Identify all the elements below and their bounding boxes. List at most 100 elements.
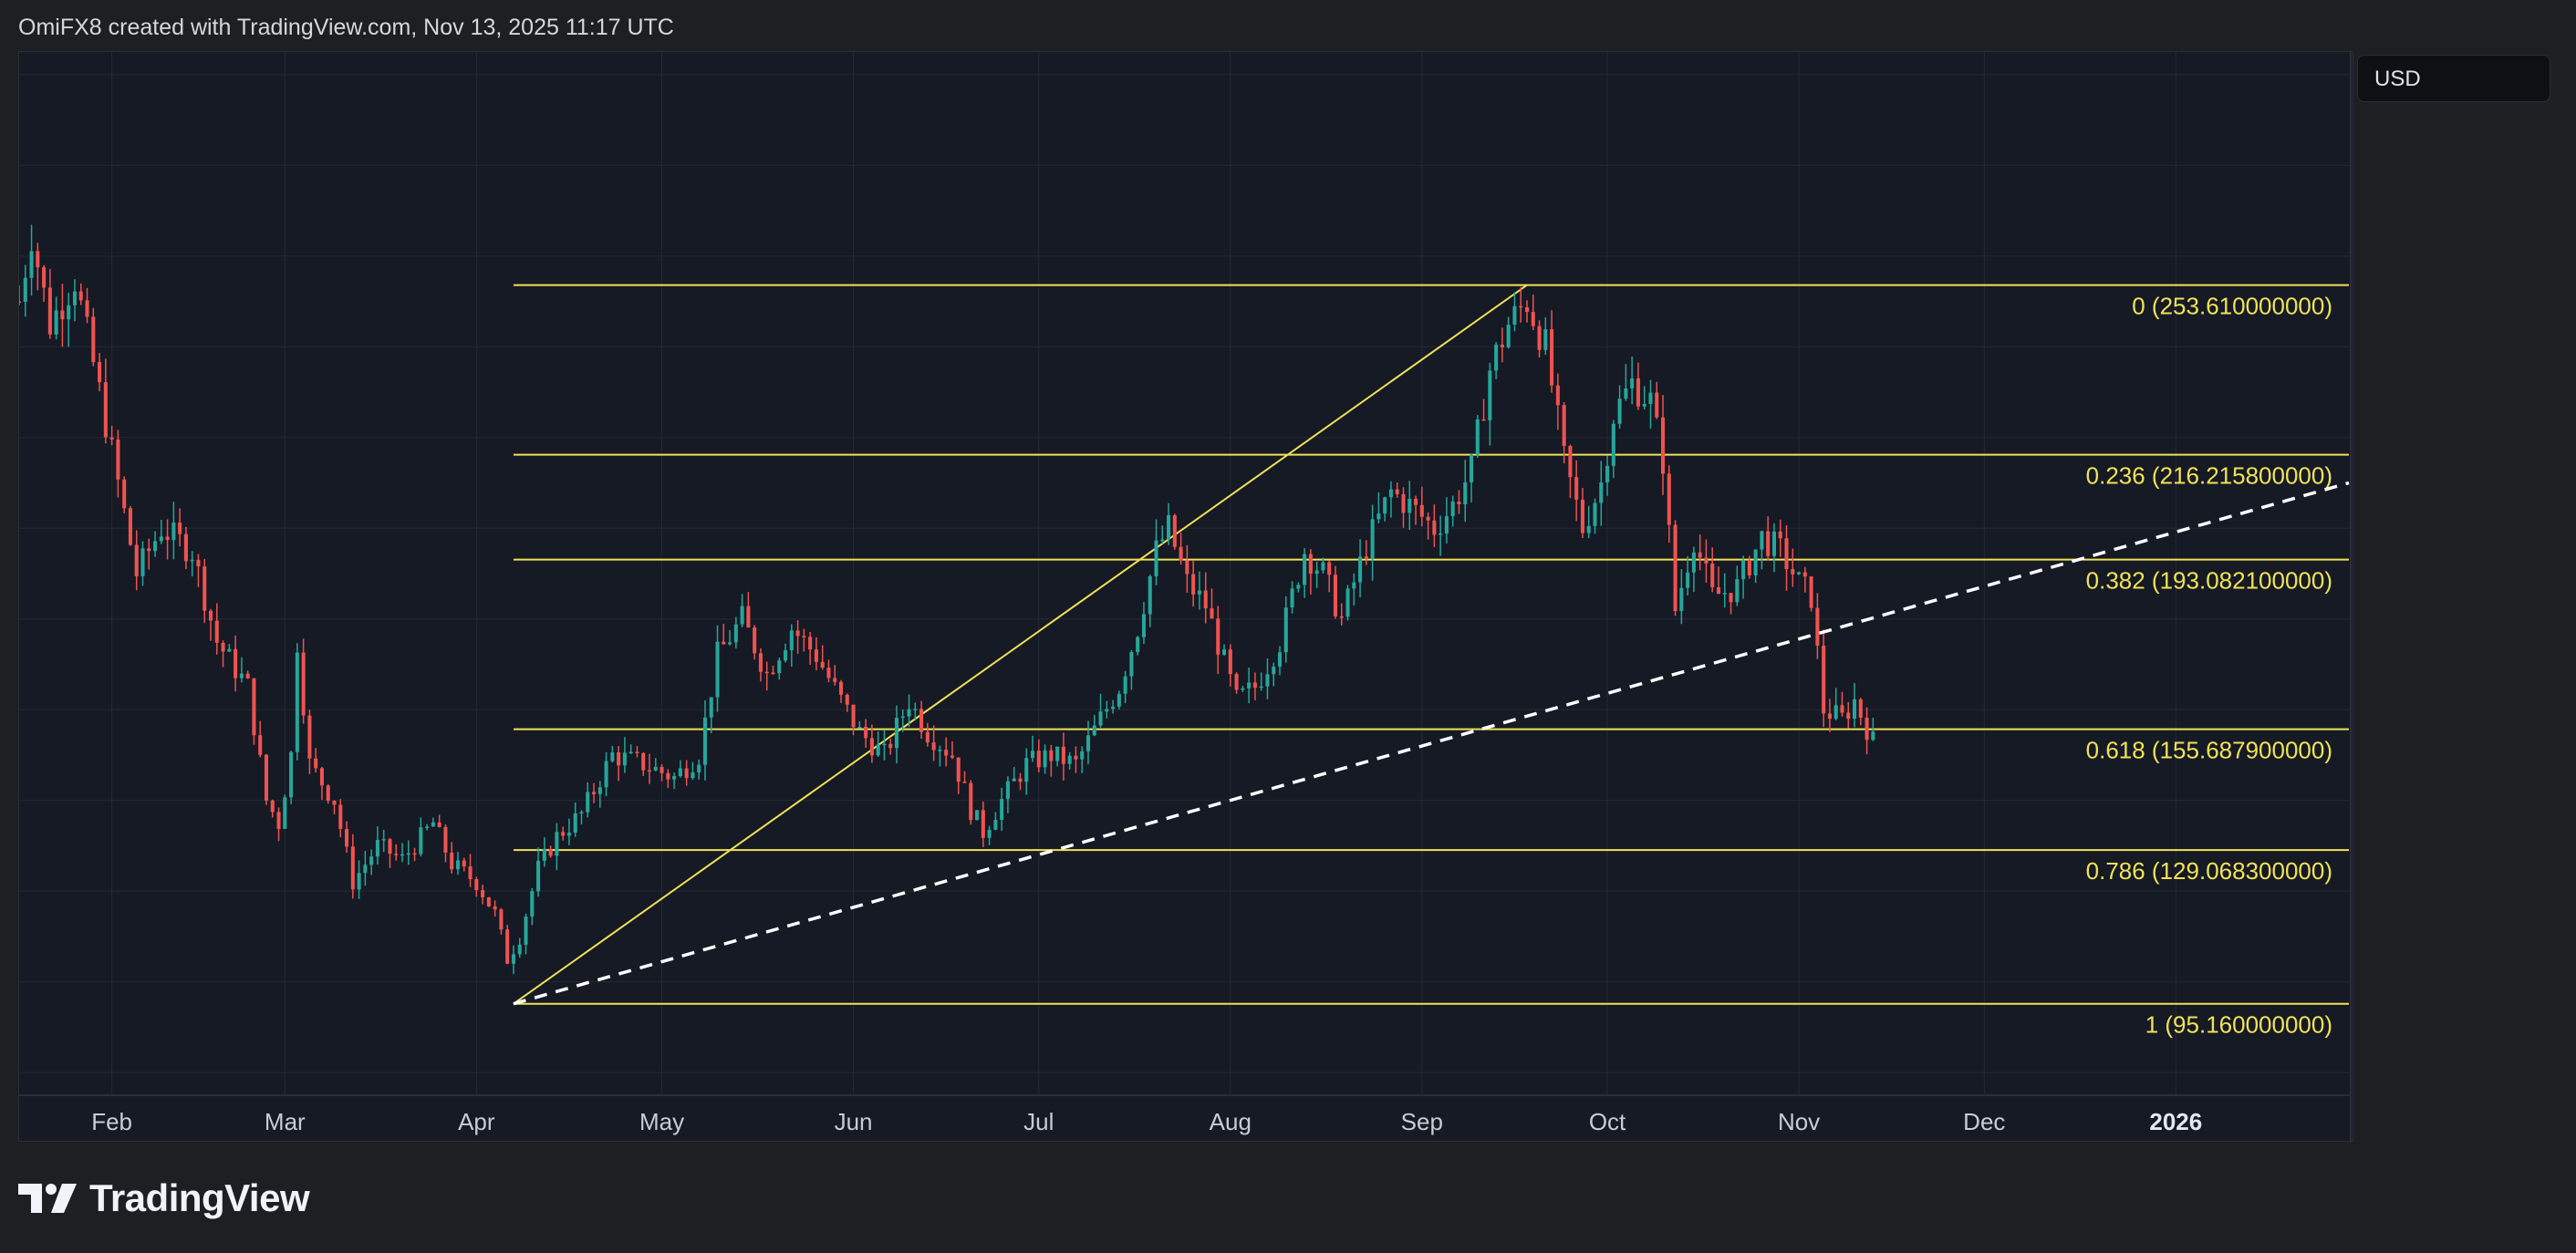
candle-body (1815, 607, 1820, 646)
candle-body (486, 897, 491, 906)
candle-body (617, 752, 621, 766)
candle-body (1030, 751, 1035, 759)
candle-body (1303, 554, 1307, 585)
candle-body (1401, 493, 1406, 513)
candle-body (826, 668, 831, 678)
candle-body (907, 709, 911, 717)
candle-body (771, 672, 775, 674)
candle-body (1439, 533, 1443, 535)
candle-body (1049, 750, 1054, 761)
candle-body (944, 750, 949, 756)
fib-level-label: 0.236 (216.215800000) (2086, 462, 2332, 490)
candle-body (499, 909, 504, 930)
candle-body (925, 731, 930, 743)
candle-body (1586, 525, 1591, 533)
candle-body (1321, 562, 1325, 571)
candle-body (357, 873, 361, 890)
candle-body (1141, 614, 1146, 637)
candle-body (91, 316, 96, 363)
candle-body (394, 854, 399, 855)
candle-body (208, 610, 213, 621)
candle-body (610, 752, 615, 761)
candle-body (1098, 711, 1103, 726)
candle-body (1555, 385, 1560, 406)
candle-body (555, 832, 559, 856)
candle-body (128, 508, 132, 545)
candle-body (140, 548, 145, 576)
candle-body (573, 813, 577, 834)
x-tick-label: 2026 (2149, 1108, 2202, 1135)
candle-body (838, 681, 844, 695)
candle-body (1642, 404, 1646, 407)
candle-body (1580, 499, 1584, 533)
candle-body (722, 641, 726, 645)
candle-body (1636, 378, 1640, 407)
candle-body (1024, 758, 1029, 782)
candle-body (1252, 682, 1257, 689)
candle-body (1333, 575, 1338, 616)
tradingview-logo[interactable]: TradingView (18, 1176, 310, 1220)
candle-body (975, 810, 980, 821)
candle-body (1241, 688, 1245, 690)
candle-body (1136, 637, 1140, 653)
candle-body (931, 742, 936, 751)
candle-body (919, 709, 924, 732)
candle-body (1216, 618, 1220, 655)
candle-body (1179, 546, 1183, 561)
candle-body (332, 801, 337, 805)
candle-body (715, 641, 720, 698)
candle-body (511, 954, 515, 964)
candle-body (864, 727, 868, 739)
candle-body (319, 768, 324, 786)
candle-body (1624, 388, 1628, 399)
candle-body (1797, 572, 1802, 575)
candle-body (350, 846, 355, 890)
candle-body (1488, 370, 1492, 420)
candle-body (938, 750, 942, 751)
candle-body (591, 792, 597, 794)
candle-body (419, 827, 423, 854)
candle-body (54, 310, 58, 335)
candle-body (517, 944, 522, 955)
x-tick-label: Feb (91, 1108, 132, 1135)
candle-body (1314, 570, 1319, 575)
candle-body (1105, 709, 1109, 712)
candle-body (1698, 552, 1702, 558)
candle-body (406, 853, 410, 855)
candle-body (388, 839, 392, 854)
candle-body (1802, 572, 1807, 577)
candle-body (1481, 419, 1486, 421)
candle-body (1197, 590, 1201, 595)
logo-wordmark: TradingView (89, 1176, 310, 1219)
candle-body (1283, 607, 1288, 653)
candle-body (326, 785, 330, 802)
candle-body (1710, 563, 1715, 587)
candle-body (962, 782, 967, 783)
candle-body (109, 437, 114, 440)
candle-body (214, 620, 219, 643)
candle-body (307, 715, 312, 759)
candle-body (1833, 705, 1838, 720)
candle-body (1117, 693, 1121, 707)
candle-body (1450, 502, 1455, 517)
currency-selector[interactable]: USD (2357, 55, 2550, 102)
fib-level-label: 0 (253.610000000) (2132, 293, 2332, 320)
x-tick-label: Aug (1210, 1108, 1252, 1135)
candle-body (635, 751, 639, 753)
price-chart[interactable]: 80.000000000100.000000000120.00000000014… (19, 52, 2354, 1143)
candle-body (1691, 552, 1696, 573)
candle-body (227, 648, 232, 652)
candle-body (1660, 417, 1666, 474)
chart-pane[interactable]: 80.000000000100.000000000120.00000000014… (18, 51, 2354, 1143)
candle-body (697, 764, 701, 773)
candle-body (1686, 572, 1690, 588)
candle-body (851, 704, 856, 728)
x-tick-label: Mar (265, 1108, 306, 1135)
candle-body (1568, 446, 1573, 478)
candle-body (47, 287, 52, 335)
candle-body (814, 649, 818, 662)
candle-body (1012, 778, 1016, 782)
candle-body (1871, 731, 1875, 740)
candle-body (1092, 725, 1096, 736)
candle-body (245, 673, 250, 678)
